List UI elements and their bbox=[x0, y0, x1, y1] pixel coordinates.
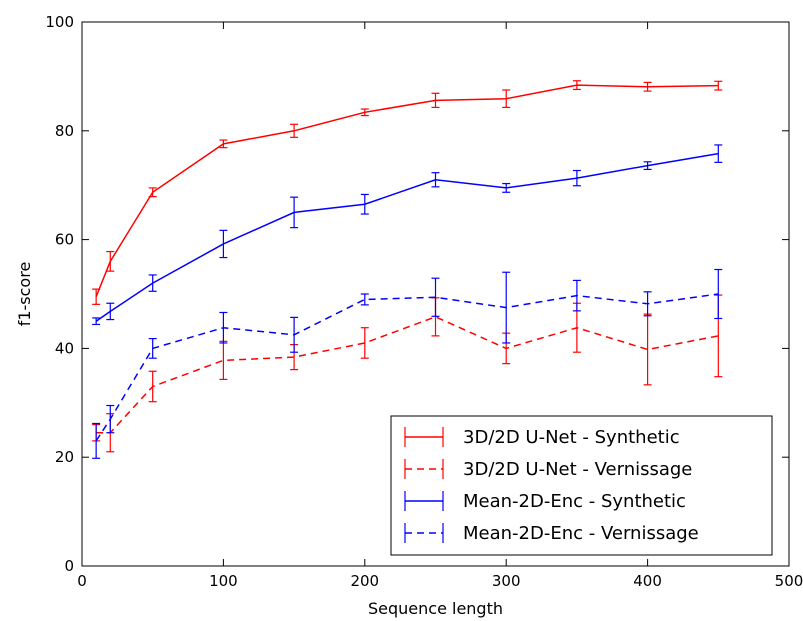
series-line bbox=[95, 84, 719, 297]
legend-label: 3D/2D U-Net - Synthetic bbox=[463, 427, 680, 448]
x-tick-label: 500 bbox=[775, 572, 803, 590]
y-tick-label: 100 bbox=[45, 13, 74, 31]
series-line bbox=[96, 316, 719, 434]
series-line bbox=[95, 293, 719, 442]
y-tick-label: 0 bbox=[64, 557, 74, 575]
legend-entry: Mean-2D-Enc - Vernissage bbox=[404, 523, 699, 544]
y-axis-label: f1-score bbox=[15, 262, 34, 327]
series-layer bbox=[92, 80, 723, 459]
series-line bbox=[95, 152, 719, 322]
legend-entry: Mean-2D-Enc - Synthetic bbox=[404, 491, 686, 512]
y-tick-label: 80 bbox=[55, 122, 74, 140]
x-tick-label: 400 bbox=[633, 572, 662, 590]
series-0 bbox=[92, 80, 723, 305]
y-tick-label: 20 bbox=[55, 448, 74, 466]
x-axis-label: Sequence length bbox=[368, 599, 503, 618]
legend-entry: 3D/2D U-Net - Synthetic bbox=[404, 427, 680, 448]
legend: 3D/2D U-Net - Synthetic 3D/2D U-Net - Ver… bbox=[390, 415, 773, 556]
y-axis-ticks: 0 20 40 60 80 100 bbox=[45, 13, 789, 575]
x-axis-ticks: 0 100 200 300 400 500 bbox=[77, 22, 803, 590]
x-tick-label: 100 bbox=[209, 572, 238, 590]
x-tick-label: 200 bbox=[350, 572, 379, 590]
legend-label: Mean-2D-Enc - Synthetic bbox=[463, 491, 686, 512]
legend-label: Mean-2D-Enc - Vernissage bbox=[463, 523, 699, 544]
plot-frame bbox=[81, 21, 790, 567]
legend-entry: 3D/2D U-Net - Vernissage bbox=[404, 459, 692, 480]
series-3 bbox=[92, 268, 723, 459]
legend-label: 3D/2D U-Net - Vernissage bbox=[463, 459, 692, 480]
x-tick-label: 300 bbox=[492, 572, 521, 590]
y-tick-label: 40 bbox=[55, 339, 74, 357]
legend-box bbox=[390, 415, 773, 556]
x-tick-label: 0 bbox=[77, 572, 87, 590]
series-2 bbox=[92, 144, 723, 326]
y-tick-label: 60 bbox=[55, 231, 74, 249]
